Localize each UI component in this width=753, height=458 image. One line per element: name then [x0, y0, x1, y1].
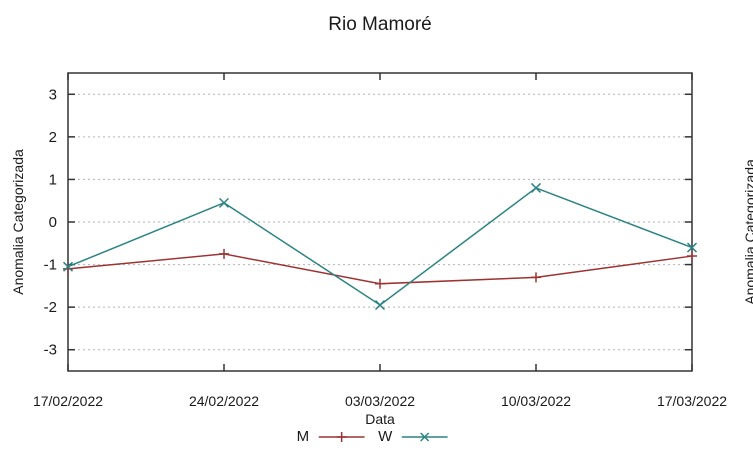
- y-tick-label: -3: [44, 342, 57, 359]
- legend-cross-line-sample: [401, 431, 448, 442]
- marker-plus-M: [687, 251, 697, 262]
- y-tick-label: -2: [44, 299, 57, 316]
- marker-cross-W: [530, 182, 542, 193]
- x-tick-label: 10/03/2022: [500, 393, 572, 409]
- marker-cross-W: [218, 197, 230, 208]
- legend-item-W: W: [378, 428, 448, 445]
- y-tick-label: 1: [49, 171, 57, 188]
- y-tick-label: 3: [49, 86, 57, 103]
- marker-plus-M: [63, 263, 73, 274]
- marker-cross-W: [686, 242, 698, 253]
- x-tick-label: 17/03/2022: [656, 393, 728, 409]
- marker-cross-W: [374, 299, 386, 311]
- legend-label: W: [378, 428, 393, 445]
- x-axis-label: Data: [365, 411, 395, 427]
- legend-label: M: [296, 428, 310, 445]
- adjacent-chart-y-axis-label: Anomalia Categorizada: [742, 159, 753, 305]
- y-tick-label: 2: [49, 129, 57, 146]
- marker-plus-M: [375, 278, 385, 289]
- plot-border: [67, 72, 693, 372]
- marker-plus-M: [531, 272, 541, 283]
- y-tick-label: 0: [49, 214, 57, 231]
- x-tick-label: 17/02/2022: [32, 393, 104, 409]
- y-tick-label: -1: [44, 257, 57, 274]
- legend-item-M: M: [297, 428, 365, 445]
- x-tick-label: 24/02/2022: [188, 393, 260, 409]
- marker-plus-M: [219, 248, 229, 259]
- x-tick-label: 03/03/2022: [344, 393, 416, 409]
- chart-title: Rio Mamoré: [328, 14, 432, 35]
- legend-plus-line-sample: [318, 431, 365, 442]
- marker-cross-W: [62, 261, 74, 272]
